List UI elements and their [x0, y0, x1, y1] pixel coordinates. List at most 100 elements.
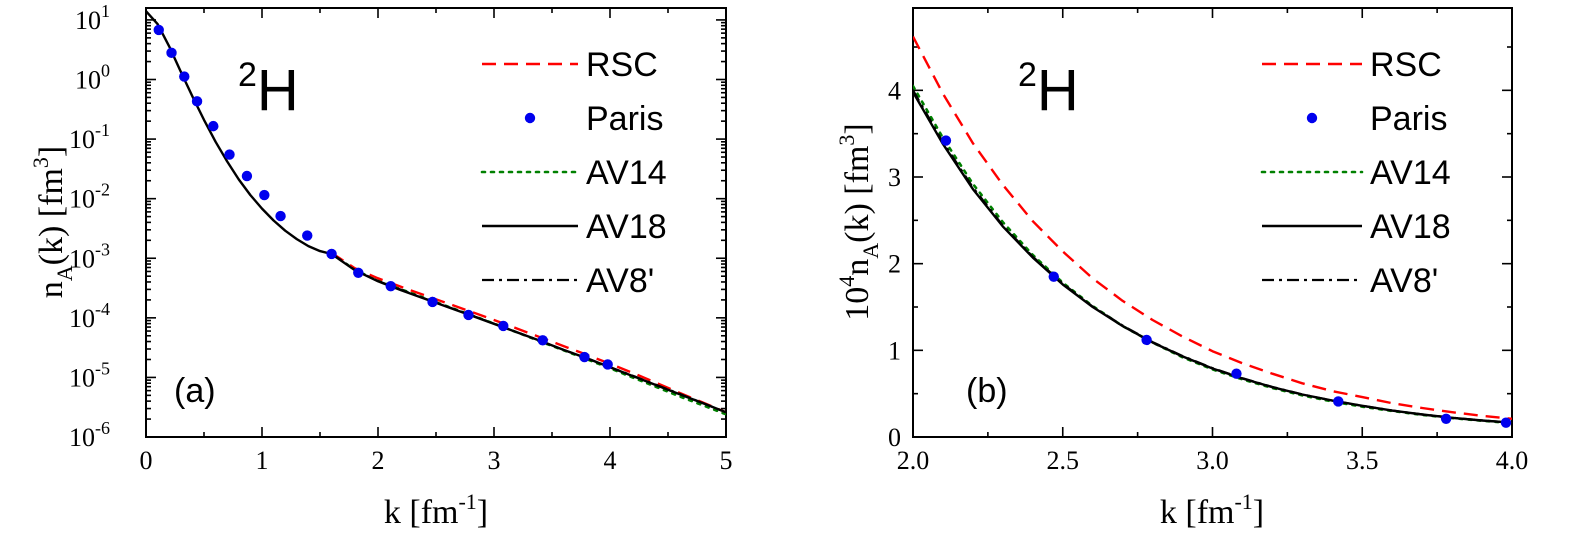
series-line-av8 [330, 252, 726, 414]
legend: RSC Paris AV14 AV18 AV8' [480, 46, 667, 300]
y-tick-label: 1 [888, 336, 901, 365]
data-point-paris [579, 351, 590, 363]
y-tick-base: 10 [69, 363, 95, 392]
y-label-part: ] [839, 123, 876, 134]
legend-label-av18: AV18 [1370, 208, 1451, 246]
y-tick-base: 10 [69, 244, 95, 273]
data-point-paris [153, 24, 164, 36]
y-tick-base: 10 [69, 423, 95, 452]
data-point-paris [353, 267, 364, 278]
data-point-paris [1141, 334, 1152, 346]
y-tick-label: 10-6 [69, 418, 110, 452]
y-label-sup: 3 [28, 157, 53, 168]
y-label-sub: A [858, 243, 883, 259]
data-point-paris [463, 309, 474, 321]
y-tick-exponent: -2 [95, 180, 110, 200]
data-point-paris [1500, 417, 1512, 428]
x-label-tail: ] [477, 494, 488, 531]
x-label-sup: -1 [1234, 489, 1252, 514]
legend-label-av8: AV8' [586, 262, 654, 300]
series-line-rsc [330, 251, 726, 414]
y-tick-label: 2 [888, 250, 901, 279]
chart-panel-b: 2.0 2.5 3.0 3.5 4.0 0 1 2 3 4 RSC Paris AV14 AV18 AV8'… [834, 7, 1528, 531]
x-label-sup: -1 [458, 489, 476, 514]
data-point-paris [385, 280, 396, 292]
chart-panel-a: 0 1 2 3 4 510110010-110-210-310-410-510-6RSCP… [28, 1, 733, 531]
y-tick-exponent: -3 [95, 239, 110, 259]
y-tick-base: 10 [69, 125, 95, 154]
y-label-part: ] [33, 146, 70, 157]
data-point-paris [191, 96, 203, 107]
x-tick-label: 0 [140, 446, 153, 475]
x-tick-label: 5 [720, 446, 733, 475]
series-line-av8 [913, 89, 1512, 424]
legend-label-av8: AV8' [1370, 262, 1438, 300]
nucleus-symbol: H [257, 58, 299, 123]
legend-marker-paris [524, 112, 536, 124]
data-point-paris [275, 210, 286, 222]
y-tick-label: 10-4 [69, 299, 110, 333]
legend: RSC Paris AV14 AV18 AV8' [1260, 46, 1451, 300]
y-tick-label: 0 [888, 423, 901, 452]
data-point-paris [427, 296, 438, 308]
y-tick-label: 4 [888, 76, 901, 105]
data-point-paris [1440, 413, 1452, 424]
y-label-part: (k) [fm [839, 146, 876, 243]
legend-label-av14: AV14 [1370, 154, 1451, 192]
series-group [913, 36, 1512, 428]
x-label-base: k [fm [1160, 494, 1235, 531]
nucleus-symbol: H [1037, 58, 1079, 123]
y-axis: 0 1 2 3 4 [888, 46, 1512, 452]
x-tick-label: 3.5 [1346, 446, 1379, 475]
y-axis-label: nA(k) [fm3] [28, 146, 77, 298]
y-tick-label: 10-2 [69, 180, 110, 214]
series-group [146, 10, 726, 416]
data-point-paris [326, 248, 337, 260]
y-tick-base: 10 [69, 304, 95, 333]
series-line-rsc [913, 36, 1512, 420]
data-point-paris [498, 320, 509, 332]
y-tick-exponent: -4 [95, 299, 110, 319]
y-tick-label: 3 [888, 163, 901, 192]
y-label-part: (k) [fm [33, 168, 70, 265]
x-tick-label: 3 [488, 446, 501, 475]
legend-label-rsc: RSC [1370, 46, 1442, 84]
x-tick-label: 1 [256, 446, 269, 475]
legend-label-av18: AV18 [586, 208, 667, 246]
y-axis-label: 104nA(k) [fm3] [834, 123, 883, 320]
legend-label-paris: Paris [586, 100, 663, 138]
y-label-part: n [33, 281, 70, 298]
data-point-paris [166, 47, 177, 59]
y-tick-exponent: -5 [95, 358, 110, 378]
y-label-part: n [839, 259, 876, 276]
series-line-av18 [146, 10, 726, 414]
y-tick-label: 10-1 [69, 120, 110, 154]
y-tick-base: 10 [75, 66, 101, 95]
panel-label: (b) [966, 372, 1008, 410]
x-axis: 0 1 2 3 4 5 [140, 8, 733, 475]
legend-marker-paris [1306, 112, 1318, 124]
y-label-sup: 3 [834, 135, 859, 146]
data-point-paris [241, 170, 253, 182]
x-label-base: k [fm [384, 494, 459, 531]
x-tick-label: 2.0 [897, 446, 930, 475]
data-point-paris [1333, 396, 1344, 407]
y-tick-label: 10-5 [69, 358, 110, 392]
y-tick-label: 101 [75, 1, 110, 35]
x-tick-label: 2.5 [1047, 446, 1080, 475]
data-point-paris [940, 135, 952, 146]
data-point-paris [537, 335, 548, 346]
x-label-tail: ] [1253, 494, 1264, 531]
data-point-paris [179, 71, 190, 82]
legend-label-rsc: RSC [586, 46, 658, 84]
x-axis-label: k [fm-1] [384, 489, 488, 531]
nucleus-mass: 2 [238, 56, 257, 94]
data-point-paris [1231, 368, 1242, 379]
nucleus-mass: 2 [1018, 56, 1037, 94]
panel-label: (a) [174, 372, 216, 410]
data-point-paris [259, 189, 270, 201]
nucleus-label: 2H [1018, 56, 1079, 123]
y-tick-exponent: -6 [95, 418, 110, 438]
